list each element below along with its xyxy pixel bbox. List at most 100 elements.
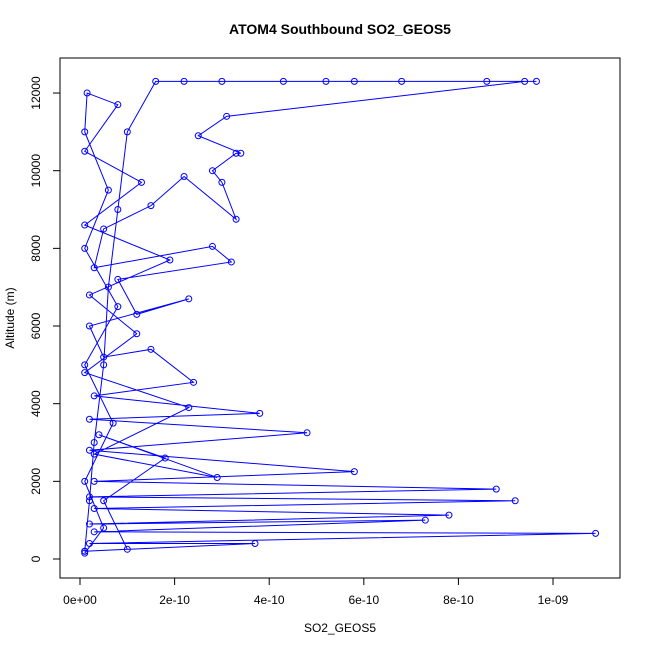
y-tick-label: 10000: [29, 154, 43, 188]
data-point: [483, 77, 491, 85]
data-point: [251, 539, 259, 547]
data-point: [85, 520, 93, 528]
y-tick-label: 2000: [29, 468, 43, 495]
y-tick-label: 12000: [29, 76, 43, 110]
data-point: [83, 89, 91, 97]
data-point: [232, 215, 240, 223]
chart-title: ATOM4 Southbound SO2_GEOS5: [229, 21, 451, 37]
data-point: [90, 264, 98, 272]
x-tick-label: 8e-10: [443, 593, 474, 607]
data-point: [303, 429, 311, 437]
data-point: [190, 378, 198, 386]
data-point: [152, 77, 160, 85]
data-point: [90, 439, 98, 447]
plot-frame: [59, 57, 621, 579]
data-point: [100, 524, 108, 532]
data-point: [85, 446, 93, 454]
data-point: [138, 178, 146, 186]
y-axis-label: Altitude (m): [3, 287, 17, 348]
y-tick-label: 4000: [29, 390, 43, 417]
data-point: [90, 392, 98, 400]
data-point: [232, 149, 240, 157]
y-tick-label: 6000: [29, 312, 43, 339]
data-point: [81, 549, 89, 557]
data-point: [227, 258, 235, 266]
data-point: [81, 147, 89, 155]
data-point: [85, 497, 93, 505]
data-point: [114, 275, 122, 283]
data-point: [100, 353, 108, 361]
data-point: [85, 539, 93, 547]
data-point: [85, 322, 93, 330]
data-point: [133, 310, 141, 318]
data-point: [81, 361, 89, 369]
data-point: [85, 493, 93, 501]
data-point: [532, 77, 540, 85]
data-point: [256, 409, 264, 417]
data-point: [185, 404, 193, 412]
data-point: [81, 128, 89, 136]
data-point: [85, 291, 93, 299]
data-point: [90, 477, 98, 485]
data-point: [161, 454, 169, 462]
data-point: [133, 330, 141, 338]
data-point: [85, 415, 93, 423]
data-point: [123, 128, 131, 136]
data-point: [421, 516, 429, 524]
data-point: [114, 206, 122, 214]
data-point: [90, 450, 98, 458]
data-point: [109, 419, 117, 427]
x-tick-label: 2e-10: [159, 593, 190, 607]
data-point: [218, 178, 226, 186]
y-tick-label: 8000: [29, 235, 43, 262]
data-point: [81, 369, 89, 377]
data-point: [223, 112, 231, 120]
data-point: [90, 505, 98, 513]
data-point: [114, 101, 122, 109]
data-point: [592, 529, 600, 537]
data-point: [445, 511, 453, 519]
data-point: [100, 497, 108, 505]
x-tick-label: 1e-09: [538, 593, 569, 607]
data-point: [81, 477, 89, 485]
data-point: [81, 547, 89, 555]
data-point: [166, 256, 174, 264]
x-tick-label: 0e+00: [63, 593, 97, 607]
data-point: [279, 77, 287, 85]
data-point: [398, 77, 406, 85]
data-point: [180, 173, 188, 181]
data-point: [90, 528, 98, 536]
data-point: [208, 242, 216, 250]
data-point: [350, 77, 358, 85]
data-point: [213, 473, 221, 481]
data-point: [100, 361, 108, 369]
x-tick-label: 6e-10: [348, 593, 379, 607]
data-point: [104, 186, 112, 194]
x-axis-label: SO2_GEOS5: [304, 621, 376, 635]
data-point: [114, 303, 122, 311]
data-point: [322, 77, 330, 85]
data-point: [180, 77, 188, 85]
data-point: [511, 497, 519, 505]
data-point: [147, 202, 155, 210]
data-point: [100, 225, 108, 233]
data-point: [123, 545, 131, 553]
data-point: [208, 167, 216, 175]
data-line: [83, 80, 596, 554]
y-tick-label: 0: [29, 555, 43, 562]
data-point: [147, 345, 155, 353]
x-tick-label: 4e-10: [254, 593, 285, 607]
data-point: [218, 77, 226, 85]
data-point: [237, 149, 245, 157]
data-point: [185, 295, 193, 303]
data-point: [95, 431, 103, 439]
data-point: [521, 77, 529, 85]
data-point: [81, 244, 89, 252]
data-point: [81, 221, 89, 229]
data-point: [492, 485, 500, 493]
data-point: [350, 468, 358, 476]
data-point: [104, 283, 112, 291]
data-point: [194, 132, 202, 140]
